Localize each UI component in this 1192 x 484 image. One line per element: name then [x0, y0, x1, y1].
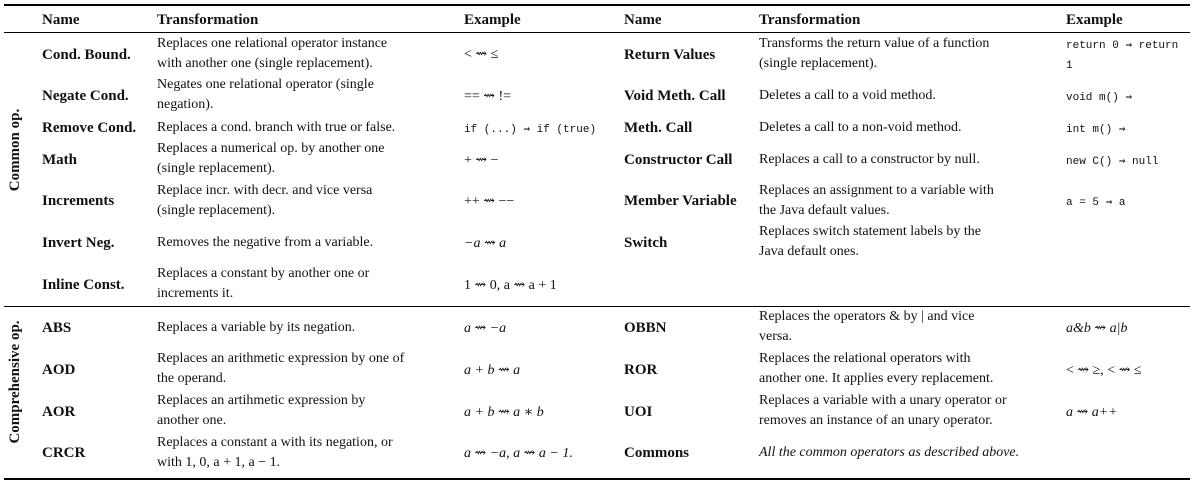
op-description: Replaces a call to a constructor by null…: [759, 152, 980, 167]
op-description: Java default ones.: [759, 244, 859, 259]
op-example: if (...) ⇝ if (true): [464, 124, 597, 136]
op-example: void m() ⇝: [1066, 92, 1133, 104]
op-name: Commons: [624, 445, 690, 461]
op-description: Deletes a call to a void method.: [759, 88, 936, 103]
op-name: Remove Cond.: [42, 120, 137, 136]
op-name: Inline Const.: [42, 277, 125, 293]
op-description: (single replacement).: [157, 161, 276, 176]
op-name: OBBN: [624, 320, 667, 336]
op-description: Transforms the return value of a functio…: [759, 36, 990, 51]
op-example: return 0 ⇝ return: [1066, 40, 1179, 52]
op-description: Replaces an arithmetic expression by one…: [157, 351, 405, 366]
section-rule: [4, 306, 1190, 307]
op-name: Meth. Call: [624, 120, 693, 136]
op-description: Negates one relational operator (single: [157, 77, 374, 92]
op-example: −a ⇝ a: [464, 236, 507, 251]
header-transformation-left: Transformation: [157, 12, 259, 28]
op-name: Cond. Bound.: [42, 47, 131, 63]
op-description: Replaces a variable with a unary operato…: [759, 393, 1007, 408]
header-transformation-right: Transformation: [759, 12, 861, 28]
op-description: Replaces an assignment to a variable wit…: [759, 183, 994, 198]
op-description: with another one (single replacement).: [157, 56, 373, 71]
op-description: Replaces the relational operators with: [759, 351, 971, 366]
op-example: ++ ⇝ −−: [464, 194, 515, 209]
op-description: the operand.: [157, 371, 227, 386]
op-name: Negate Cond.: [42, 88, 129, 104]
op-description: Removes the negative from a variable.: [157, 235, 374, 250]
op-example: < ⇝ ≤: [464, 47, 499, 62]
op-description: Replaces a constant a with its negation,…: [157, 435, 393, 450]
op-description: Deletes a call to a non-void method.: [759, 120, 962, 135]
op-description: removes an instance of an unary operator…: [759, 413, 993, 428]
op-name: AOR: [42, 404, 76, 420]
op-description: another one. It applies every replacemen…: [759, 371, 994, 386]
op-name: Constructor Call: [624, 152, 733, 168]
op-name: Increments: [42, 193, 115, 209]
op-description: Replaces a constant by another one or: [157, 266, 370, 281]
op-example: == ⇝ !=: [464, 89, 512, 104]
header-example-left: Example: [464, 12, 521, 28]
op-example: a ⇝ −a: [464, 321, 507, 336]
op-name: UOI: [624, 404, 653, 420]
op-name: Member Variable: [624, 193, 737, 209]
header-rule: [4, 32, 1190, 33]
op-description: Replaces switch statement labels by the: [759, 224, 981, 239]
op-name: Invert Neg.: [42, 235, 115, 251]
op-example: < ⇝ ≥, < ⇝ ≤: [1066, 363, 1142, 378]
op-description: Replaces a cond. branch with true or fal…: [157, 120, 396, 135]
op-description: versa.: [759, 329, 793, 344]
op-description: the Java default values.: [759, 203, 890, 218]
op-name: ABS: [42, 320, 72, 336]
op-description: Replaces one relational operator instanc…: [157, 36, 388, 51]
op-example: a + b ⇝ a ∗ b: [464, 405, 544, 420]
op-description: (single replacement).: [157, 203, 276, 218]
op-example: new C() ⇝ null: [1066, 156, 1159, 168]
op-description: another one.: [157, 413, 227, 428]
op-description: Replaces the operators & by | and vice: [759, 309, 975, 324]
op-description: Replace incr. with decr. and vice versa: [157, 183, 373, 198]
op-name: Math: [42, 152, 77, 168]
op-example: a ⇝ a++: [1066, 405, 1118, 420]
op-example: 1: [1066, 60, 1073, 72]
op-name: Void Meth. Call: [624, 88, 726, 104]
section-label-common: Common op.: [7, 108, 23, 192]
op-example: a ⇝ −a, a ⇝ a − 1.: [464, 446, 573, 461]
bottom-rule: [4, 478, 1190, 480]
op-description: Replaces an artihmetic expression by: [157, 393, 366, 408]
op-name: CRCR: [42, 445, 86, 461]
header-example-right: Example: [1066, 12, 1123, 28]
top-rule: [4, 4, 1190, 6]
header-name-right: Name: [624, 12, 662, 28]
op-name: Return Values: [624, 47, 716, 63]
op-name: Switch: [624, 235, 668, 251]
op-example: + ⇝ −: [464, 153, 499, 168]
op-description: All the common operators as described ab…: [759, 445, 1020, 460]
op-description: with 1, 0, a + 1, a − 1.: [157, 455, 281, 470]
op-example: 1 ⇝ 0, a ⇝ a + 1: [464, 278, 557, 293]
header-name-left: Name: [42, 12, 80, 28]
op-description: (single replacement).: [759, 56, 878, 71]
op-example: a + b ⇝ a: [464, 363, 521, 378]
op-example: a&b ⇝ a|b: [1066, 321, 1128, 336]
op-description: increments it.: [157, 286, 234, 301]
op-name: AOD: [42, 362, 76, 378]
op-example: int m() ⇝: [1066, 124, 1126, 136]
op-name: ROR: [624, 362, 658, 378]
op-description: Replaces a numerical op. by another one: [157, 141, 385, 156]
op-description: negation).: [157, 97, 214, 112]
op-description: Replaces a variable by its negation.: [157, 320, 356, 335]
op-example: a = 5 ⇝ a: [1066, 197, 1126, 209]
section-label-comprehensive: Comprehensive op.: [7, 320, 23, 444]
